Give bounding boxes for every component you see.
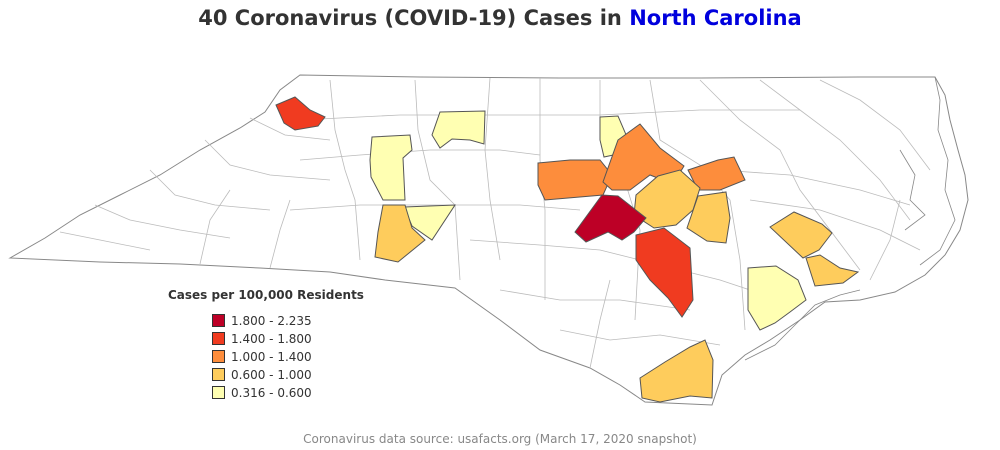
county-johnston (686, 191, 731, 244)
title-state: North Carolina (629, 6, 802, 30)
county-mecklenburg (374, 204, 426, 263)
legend: Cases per 100,000 Residents 1.800 - 2.23… (168, 288, 364, 400)
legend-title: Cases per 100,000 Residents (168, 288, 364, 302)
county-rockingham (431, 110, 486, 149)
county-harnett (574, 194, 647, 243)
legend-label: 0.600 - 1.000 (231, 367, 312, 382)
county-watauga (275, 96, 326, 131)
legend-swatch (212, 332, 225, 345)
county-forsyth (369, 134, 413, 201)
legend-item: 0.316 - 0.600 (212, 384, 312, 401)
county-boundaries (59, 77, 931, 369)
data-source-footnote: Coronavirus data source: usafacts.org (M… (303, 432, 697, 446)
county-brunswick (639, 339, 714, 403)
legend-item: 1.800 - 2.235 (212, 312, 312, 329)
county-pitt (769, 211, 833, 259)
county-chatham-region (537, 159, 613, 201)
legend-item: 1.000 - 1.400 (212, 348, 312, 365)
legend-swatch (212, 368, 225, 381)
map-title: 40 Coronavirus (COVID-19) Cases in North… (0, 6, 1000, 30)
legend-label: 1.000 - 1.400 (231, 349, 312, 364)
legend-swatch (212, 314, 225, 327)
legend-label: 0.316 - 0.600 (231, 385, 312, 400)
legend-swatch (212, 386, 225, 399)
title-prefix: 40 Coronavirus (COVID-19) Cases in (198, 6, 630, 30)
state-outline (8, 74, 969, 406)
county-craven (805, 254, 860, 287)
legend-item: 1.400 - 1.800 (212, 330, 312, 347)
legend-label: 1.800 - 2.235 (231, 313, 312, 328)
legend-item: 0.600 - 1.000 (212, 366, 312, 383)
county-onslow (747, 265, 807, 331)
reporting-counties (275, 96, 860, 403)
legend-label: 1.400 - 1.800 (231, 331, 312, 346)
county-cumberland (635, 227, 694, 318)
legend-swatch (212, 350, 225, 363)
coastline (744, 76, 956, 361)
